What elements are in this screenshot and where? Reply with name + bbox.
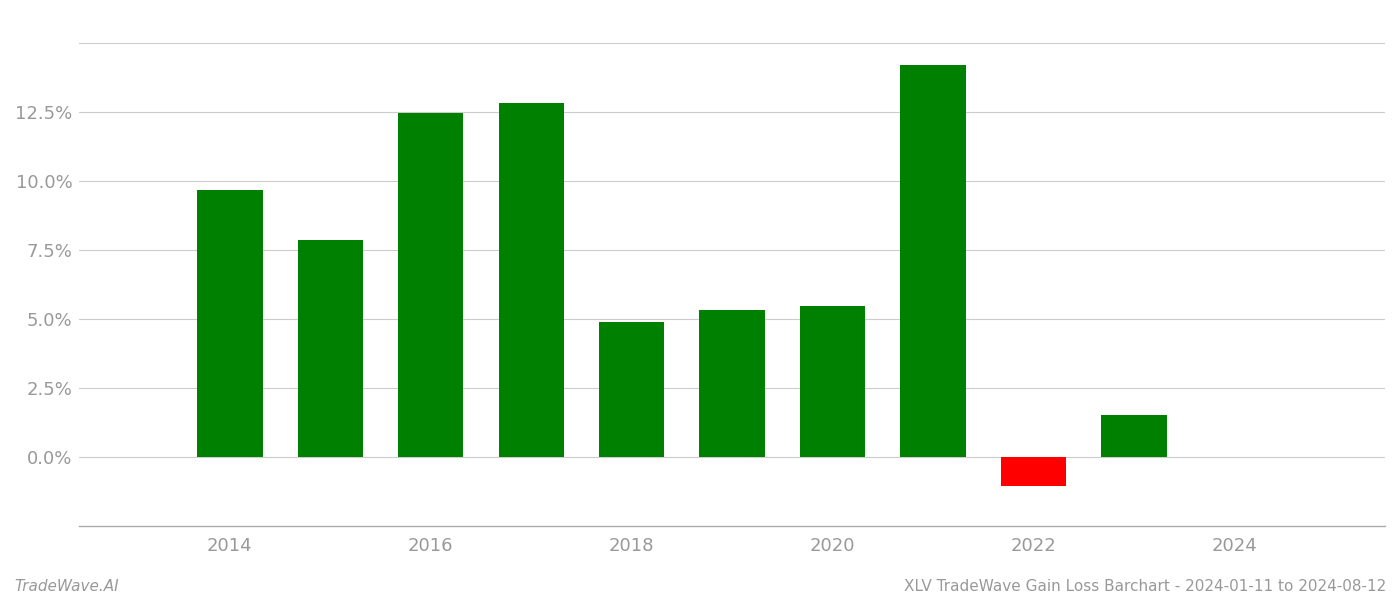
Bar bbox=[700, 310, 764, 457]
Bar bbox=[799, 307, 865, 457]
Bar bbox=[398, 113, 463, 457]
Bar bbox=[900, 65, 966, 457]
Bar bbox=[599, 322, 664, 457]
Bar bbox=[298, 240, 363, 457]
Bar bbox=[1102, 415, 1166, 457]
Bar bbox=[498, 103, 564, 457]
Bar bbox=[1001, 457, 1065, 486]
Text: XLV TradeWave Gain Loss Barchart - 2024-01-11 to 2024-08-12: XLV TradeWave Gain Loss Barchart - 2024-… bbox=[904, 579, 1386, 594]
Bar bbox=[197, 190, 263, 457]
Text: TradeWave.AI: TradeWave.AI bbox=[14, 579, 119, 594]
